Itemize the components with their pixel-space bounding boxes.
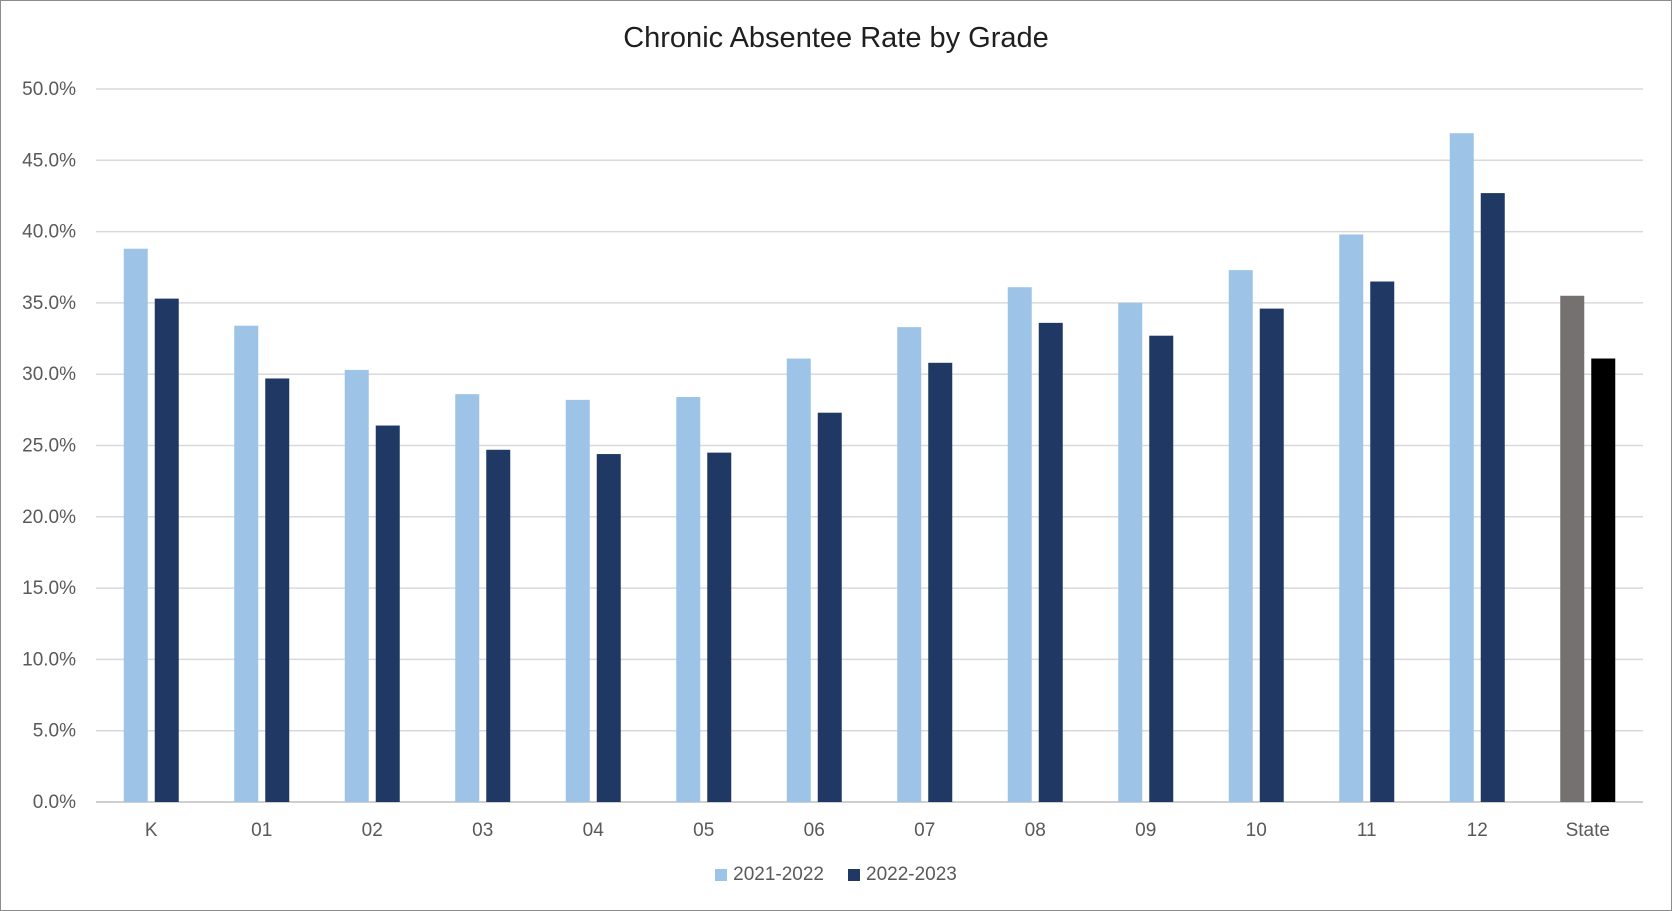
y-tick-label: 45.0% [22,150,76,171]
x-tick-label: State [1566,820,1610,841]
x-tick-label: 03 [472,820,493,841]
bar-series-1-11 [1339,234,1363,802]
bar-series-1-02 [345,370,369,802]
bar-series-1-05 [676,397,700,802]
chart-legend: 2021-2022 2022-2023 [0,864,1672,886]
x-tick-label: 04 [583,820,605,841]
x-tick-label: 05 [693,820,714,841]
y-tick-label: 35.0% [22,293,76,314]
y-tick-label: 10.0% [22,649,76,670]
bar-series-2-02 [376,426,400,802]
bar-series-1-09 [1118,303,1142,802]
bar-series-1-01 [234,326,258,802]
x-tick-label: 06 [804,820,825,841]
legend-swatch-series-1 [715,869,727,881]
x-tick-label: 10 [1246,820,1267,841]
bar-series-2-06 [818,413,842,802]
bar-series-2-05 [707,453,731,802]
legend-label-series-2: 2022-2023 [866,864,957,886]
y-tick-label: 25.0% [22,436,76,457]
bar-series-2-01 [265,378,289,802]
x-tick-label: 01 [251,820,272,841]
bar-series-2-03 [486,450,510,802]
legend-item-series-2: 2022-2023 [848,864,957,886]
bar-series-2-12 [1481,193,1505,802]
legend-label-series-1: 2021-2022 [733,864,824,886]
bar-series-2-state [1591,359,1615,802]
y-tick-label: 40.0% [22,222,76,243]
bar-series-1-08 [1008,287,1032,802]
x-tick-label: 11 [1357,820,1377,841]
x-tick-label: K [145,820,158,841]
x-tick-label: 09 [1135,820,1156,841]
bar-series-1-12 [1450,133,1474,802]
bar-series-2-11 [1370,282,1394,802]
x-tick-label: 08 [1025,820,1046,841]
bar-series-1-k [124,249,148,802]
y-tick-label: 50.0% [22,79,76,100]
y-tick-label: 5.0% [33,721,76,742]
bar-series-2-09 [1149,336,1173,802]
legend-swatch-series-2 [848,869,860,881]
bar-series-1-10 [1229,270,1253,802]
bar-series-2-07 [928,363,952,802]
bar-series-1-06 [787,359,811,802]
y-tick-label: 30.0% [22,364,76,385]
legend-item-series-1: 2021-2022 [715,864,824,886]
bar-series-1-04 [566,400,590,802]
y-tick-label: 15.0% [22,578,76,599]
bar-series-1-07 [897,327,921,802]
bar-series-1-03 [455,394,479,802]
x-tick-label: 07 [914,820,935,841]
bar-series-2-k [155,299,179,802]
x-tick-label: 02 [362,820,383,841]
y-tick-label: 0.0% [33,792,76,813]
bar-series-2-10 [1260,309,1284,802]
bar-series-2-08 [1039,323,1063,802]
bar-series-1-state [1560,296,1584,802]
y-tick-label: 20.0% [22,507,76,528]
x-tick-label: 12 [1467,820,1488,841]
bar-series-2-04 [597,454,621,802]
